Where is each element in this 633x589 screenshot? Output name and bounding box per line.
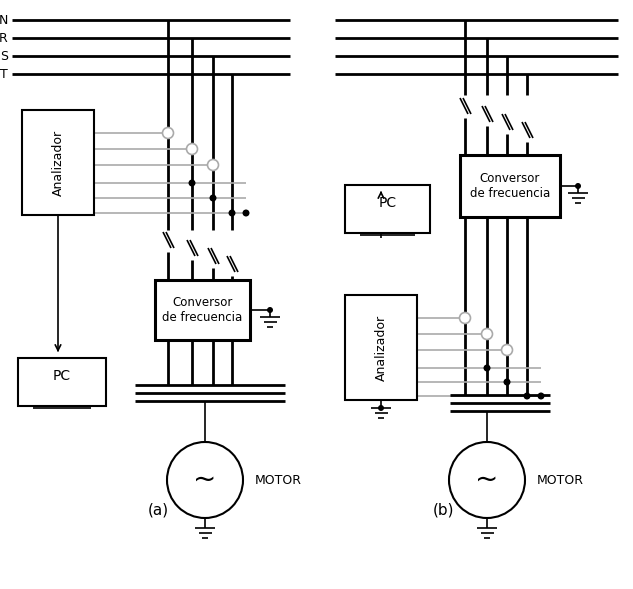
Text: Analizador: Analizador (375, 315, 387, 380)
Text: PC: PC (53, 369, 71, 383)
Circle shape (449, 442, 525, 518)
Circle shape (575, 183, 581, 189)
Circle shape (482, 329, 492, 339)
Bar (345, 295, 417, 400)
Circle shape (208, 160, 218, 170)
Text: MOTOR: MOTOR (537, 474, 584, 487)
Bar (155, 280, 250, 340)
Circle shape (503, 379, 510, 385)
Text: N: N (0, 14, 8, 27)
Circle shape (484, 365, 491, 372)
Text: ~: ~ (193, 466, 216, 494)
Text: Conversor
de frecuencia: Conversor de frecuencia (470, 172, 550, 200)
Text: PC: PC (379, 196, 396, 210)
Circle shape (229, 210, 235, 217)
Circle shape (167, 442, 243, 518)
Text: (b): (b) (433, 502, 454, 518)
Text: Analizador: Analizador (51, 130, 65, 196)
Circle shape (189, 180, 196, 187)
Text: (a): (a) (148, 502, 169, 518)
Bar (18, 358, 106, 406)
Text: ~: ~ (475, 466, 499, 494)
Circle shape (267, 307, 273, 313)
Circle shape (460, 313, 470, 323)
Circle shape (378, 405, 384, 411)
Bar (345, 185, 430, 233)
Text: S: S (0, 49, 8, 62)
Circle shape (501, 345, 513, 356)
Bar (460, 155, 560, 217)
Circle shape (210, 194, 216, 201)
Circle shape (537, 392, 544, 399)
Text: T: T (0, 68, 8, 81)
Circle shape (187, 144, 197, 154)
Text: MOTOR: MOTOR (255, 474, 302, 487)
Text: Conversor
de frecuencia: Conversor de frecuencia (163, 296, 242, 324)
Bar (22, 110, 94, 215)
Circle shape (242, 210, 249, 217)
Circle shape (523, 392, 530, 399)
Circle shape (163, 127, 173, 138)
Text: R: R (0, 31, 8, 45)
